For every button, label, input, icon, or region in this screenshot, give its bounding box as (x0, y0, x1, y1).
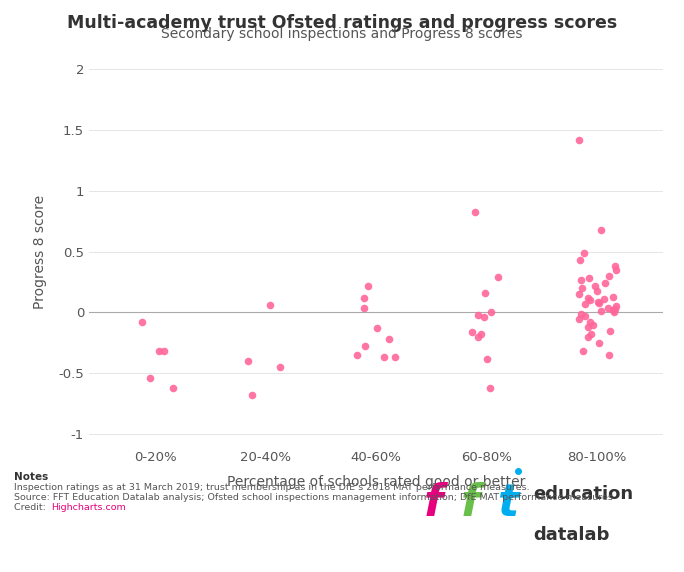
Point (592, 297, 603, 306)
Point (585, 317, 596, 327)
Point (574, 135, 585, 144)
Point (473, 310, 484, 319)
Point (603, 303, 614, 312)
Point (584, 296, 595, 305)
Point (605, 326, 616, 335)
Point (579, 299, 590, 308)
Point (583, 332, 594, 341)
Text: f: f (423, 482, 443, 525)
Point (469, 207, 480, 216)
Point (592, 286, 603, 295)
Point (159, 347, 170, 356)
Y-axis label: Progress 8 score: Progress 8 score (34, 194, 47, 309)
Point (604, 272, 615, 281)
Point (599, 279, 610, 288)
Point (573, 289, 584, 299)
Text: Source: FFT Education Datalab analysis; Ofsted school inspections management inf: Source: FFT Education Datalab analysis; … (14, 493, 613, 502)
Point (607, 305, 618, 315)
Point (604, 351, 615, 360)
Point (473, 332, 484, 341)
Point (243, 356, 254, 366)
Point (588, 320, 598, 329)
Point (359, 342, 370, 351)
Point (610, 265, 621, 275)
Point (485, 383, 496, 392)
Point (358, 303, 369, 312)
Point (596, 307, 607, 316)
Text: t: t (497, 482, 518, 525)
Point (246, 391, 257, 400)
Point (582, 293, 593, 303)
Point (590, 281, 601, 290)
Point (577, 347, 588, 356)
Point (479, 288, 490, 297)
Point (479, 313, 490, 322)
Text: Notes: Notes (14, 472, 48, 482)
Point (598, 295, 609, 304)
Point (586, 329, 597, 339)
Point (609, 308, 620, 317)
Point (371, 324, 382, 333)
Point (145, 374, 156, 383)
Text: education: education (534, 485, 633, 503)
Text: Credit:: Credit: (14, 503, 49, 512)
Point (352, 351, 363, 360)
Point (154, 347, 165, 356)
Point (264, 301, 275, 310)
Text: Inspection ratings as at 31 March 2019; trust membership as in the DfE’s 2018 MA: Inspection ratings as at 31 March 2019; … (14, 483, 529, 492)
Point (576, 275, 587, 284)
Point (594, 298, 605, 307)
Point (610, 302, 621, 311)
X-axis label: Percentage of schools rated good or better: Percentage of schools rated good or bett… (227, 475, 525, 489)
Text: datalab: datalab (534, 526, 610, 544)
Point (482, 354, 492, 363)
Point (467, 327, 478, 336)
Point (575, 256, 586, 265)
Point (609, 304, 620, 313)
Text: Highcharts.com: Highcharts.com (51, 503, 126, 512)
Text: Secondary school inspections and Progress 8 scores: Secondary school inspections and Progres… (161, 27, 523, 41)
Text: f: f (460, 482, 479, 525)
Point (579, 248, 590, 257)
Point (384, 335, 395, 344)
Point (596, 225, 607, 235)
Point (275, 363, 286, 372)
Point (577, 284, 588, 293)
Point (492, 273, 503, 282)
Text: Multi-academy trust Ofsted ratings and progress scores: Multi-academy trust Ofsted ratings and p… (67, 14, 617, 32)
Point (363, 281, 374, 290)
Point (168, 383, 179, 392)
Point (594, 338, 605, 347)
Point (476, 329, 487, 339)
Point (583, 323, 594, 332)
Point (584, 274, 595, 283)
Point (358, 293, 369, 303)
Point (575, 309, 586, 318)
Point (136, 317, 147, 327)
Point (579, 312, 590, 321)
Point (486, 308, 497, 317)
Point (389, 353, 400, 362)
Point (379, 353, 390, 362)
Point (574, 314, 585, 323)
Point (609, 261, 620, 271)
Point (608, 292, 619, 301)
